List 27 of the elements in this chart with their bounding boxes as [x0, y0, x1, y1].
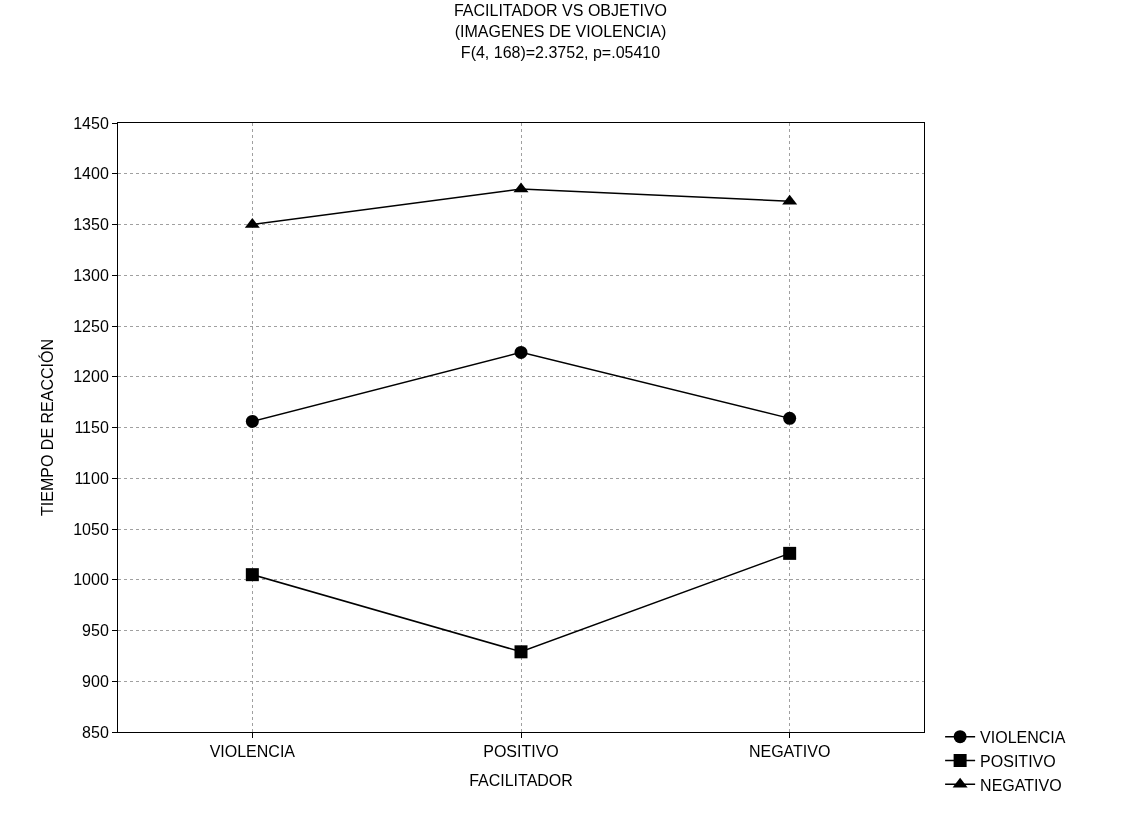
y-tick-label: 900: [82, 672, 109, 690]
point: [245, 568, 259, 582]
y-tick-label: 1000: [73, 571, 109, 589]
point: [783, 411, 797, 425]
y-tick-label: 1050: [73, 520, 109, 538]
x-tick-label: NEGATIVO: [748, 743, 831, 761]
y-tick-label: 1400: [73, 165, 109, 183]
y-tick-label: 1450: [73, 114, 109, 132]
y-axis-title: TIEMPO DE REACCIÓN: [38, 339, 57, 516]
legend-label: NEGATIVO: [980, 776, 1062, 794]
y-tick-label: 1350: [73, 216, 109, 234]
x-tick-label: POSITIVO: [483, 743, 559, 761]
point: [514, 645, 528, 659]
y-tick-label: 950: [82, 622, 109, 640]
y-tick-label: 1300: [73, 266, 109, 284]
x-axis-title: FACILITADOR: [469, 771, 573, 789]
y-tick-label: 1100: [74, 469, 109, 487]
y-tick-label: 1250: [73, 317, 109, 335]
point: [245, 414, 259, 428]
y-tick-label: 850: [82, 723, 109, 741]
x-tick-label: VIOLENCIA: [209, 743, 296, 761]
chart-title: FACILITADOR VS OBJETIVO (IMAGENES DE VIOLENCIA) F(4, 168)=2.3752, p=.05410: [453, 2, 668, 61]
legend-label: VIOLENCIA: [980, 728, 1066, 746]
point: [514, 345, 528, 359]
y-tick-label: 1150: [74, 419, 109, 437]
y-tick-label: 1200: [73, 368, 109, 386]
point: [783, 546, 797, 560]
